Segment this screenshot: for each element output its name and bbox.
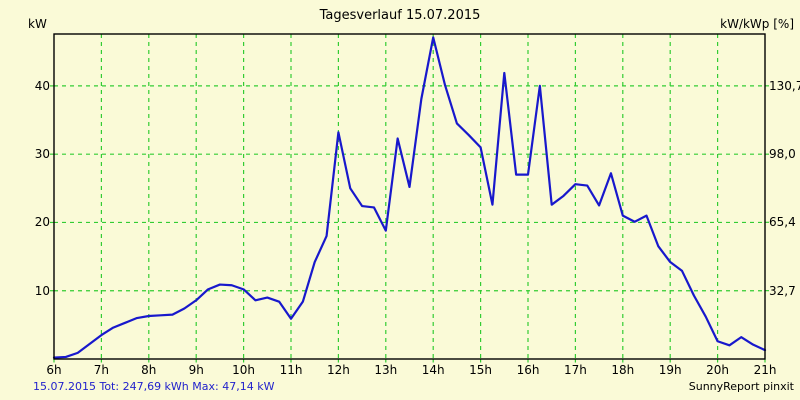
horizontal-gridlines <box>54 85 765 292</box>
x-tick-label: 6h <box>46 363 62 377</box>
y-tick-label-left: 20 <box>34 215 50 230</box>
y-tick-label-left: 10 <box>34 283 50 298</box>
y-tick-label-left: 40 <box>34 78 50 93</box>
y-axis-label-left: kW <box>28 17 47 31</box>
x-tick-label: 8h <box>141 363 157 377</box>
x-tick-label: 11h <box>279 363 303 377</box>
y-tick-label-left: 30 <box>34 147 50 162</box>
x-tick-label: 18h <box>611 363 635 377</box>
plot-frame-border <box>53 33 766 360</box>
plot-background <box>54 34 765 359</box>
x-tick-label: 15h <box>469 363 493 377</box>
x-tick-label: 19h <box>658 363 682 377</box>
x-tick-label: 13h <box>374 363 398 377</box>
x-tick-label: 9h <box>188 363 204 377</box>
x-tick-label: 17h <box>563 363 587 377</box>
x-tick-label: 16h <box>516 363 540 377</box>
x-tick-label: 10h <box>232 363 256 377</box>
footer-summary-text: 15.07.2015 Tot: 247,69 kWh Max: 47,14 kW <box>33 380 275 393</box>
x-tick-label: 7h <box>93 363 110 377</box>
y-tick-label-right: 32,7 <box>769 283 796 298</box>
x-tick-label: 20h <box>706 363 730 377</box>
x-tick-label: 14h <box>421 363 445 377</box>
y-axis-ticklabels-left: 10 20 30 40 <box>0 0 50 400</box>
x-tick-label: 12h <box>326 363 350 377</box>
y-tick-label-right: 65,4 <box>769 215 796 230</box>
vertical-gridlines <box>100 34 719 359</box>
power-curve-line <box>52 36 767 359</box>
y-tick-label-right: 130,7 <box>769 78 800 93</box>
chart-title: Tagesverlauf 15.07.2015 <box>319 8 481 23</box>
footer-credit-text: SunnyReport pinxit <box>688 380 794 393</box>
y-axis-label-right: kW/kWp [%] <box>720 17 794 31</box>
y-tick-label-right: 98,0 <box>769 147 796 162</box>
x-tick-label: 21h <box>753 363 777 377</box>
y-axis-ticklabels-right: 32,7 65,4 98,0 130,7 <box>769 0 800 400</box>
